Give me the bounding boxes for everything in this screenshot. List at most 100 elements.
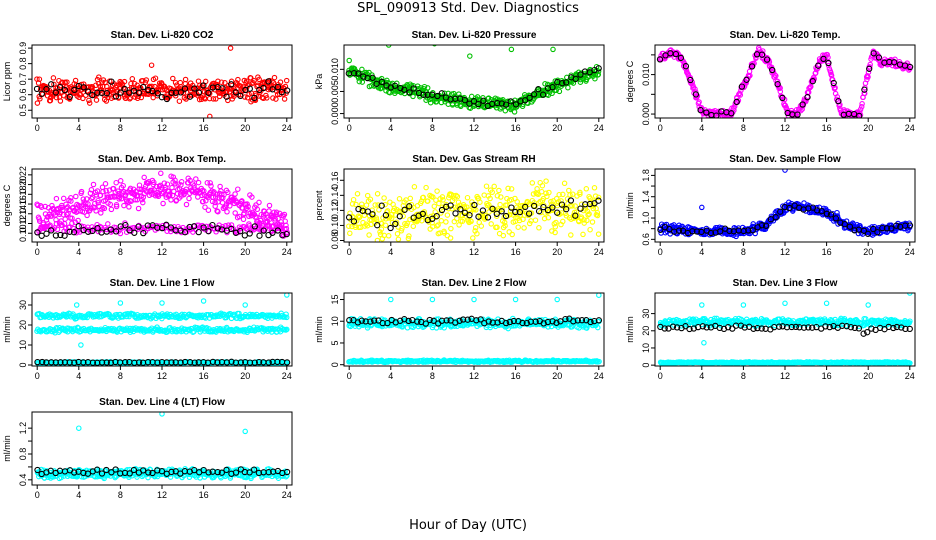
outlier-point — [508, 46, 515, 53]
hourly-mean-point — [748, 63, 756, 70]
data-point — [364, 192, 371, 199]
data-point — [534, 186, 540, 192]
data-point — [140, 194, 147, 201]
hourly-mean-point — [94, 89, 101, 96]
hourly-mean-point — [84, 88, 92, 95]
x-tick-label: 20 — [552, 371, 562, 381]
hourly-mean-point — [480, 97, 487, 104]
x-axis: 0 4 8 12 16 20 24 — [658, 242, 915, 257]
data-point — [68, 195, 74, 201]
hourly-mean-point — [103, 359, 110, 366]
hourly-mean-point — [577, 71, 584, 78]
data-point — [248, 75, 254, 81]
data-point — [400, 213, 406, 219]
data-point — [435, 222, 441, 228]
hourly-mean-point — [578, 317, 586, 324]
hourly-mean-point — [433, 213, 440, 220]
hourly-mean-point — [879, 224, 886, 232]
data-point — [464, 194, 471, 201]
data-point — [468, 218, 474, 225]
data-point — [176, 98, 183, 104]
x-tick-label: 0 — [347, 371, 352, 381]
data-point — [281, 211, 288, 218]
data-point — [526, 220, 533, 227]
data-point — [178, 182, 184, 188]
chart-title: Stan. Dev. Li-820 Pressure — [412, 30, 537, 41]
hourly-mean-point — [283, 230, 290, 238]
data-point — [419, 217, 425, 224]
data-point — [90, 181, 97, 188]
data-point — [560, 218, 566, 225]
data-point — [568, 232, 574, 238]
hourly-mean-point — [577, 205, 584, 212]
data-point — [138, 186, 144, 193]
data-point — [472, 224, 479, 231]
data-point — [508, 186, 515, 192]
data-point — [694, 93, 701, 99]
hourly-mean-point — [856, 112, 863, 118]
hourly-mean-point — [396, 213, 403, 220]
plot-area — [657, 293, 913, 366]
data-point — [577, 191, 583, 197]
plot-area — [345, 45, 602, 115]
data-point — [444, 212, 451, 218]
hourly-mean-point — [387, 224, 394, 232]
hourly-mean-point — [214, 359, 221, 366]
data-point — [118, 195, 125, 202]
y-tick-label: 0.12 — [18, 215, 28, 233]
hourly-mean-point — [679, 227, 687, 234]
hourly-mean-point — [260, 84, 267, 92]
hourly-mean-point — [656, 56, 664, 63]
y-tick-label: 0.010 — [330, 58, 340, 81]
data-point — [378, 226, 385, 232]
data-point — [584, 325, 590, 331]
hourly-mean-point — [832, 215, 840, 222]
y-tick-label: 0.10 — [18, 224, 28, 242]
data-point — [73, 193, 79, 200]
hourly-mean-point — [666, 226, 673, 233]
hourly-mean-point — [572, 212, 579, 219]
hourly-mean-point — [535, 86, 542, 93]
data-point — [396, 196, 403, 202]
hourly-mean-point — [860, 227, 868, 234]
data-point — [93, 208, 99, 214]
data-point — [366, 232, 372, 238]
data-point — [590, 201, 596, 208]
data-point — [86, 311, 92, 317]
hourly-mean-point — [677, 54, 685, 62]
chart-panel: Stan. Dev. Li-820 Temp.0 4 8 12 16 20 240.0000… — [625, 30, 916, 133]
data-point — [232, 210, 238, 216]
data-point — [498, 194, 504, 200]
y-tick-label: 15 — [330, 295, 340, 305]
data-point — [594, 212, 601, 219]
data-point — [245, 203, 251, 210]
data-point — [349, 223, 355, 230]
data-point — [275, 215, 281, 222]
data-point — [160, 200, 166, 207]
data-point — [107, 201, 114, 208]
data-point — [277, 79, 284, 85]
data-point — [172, 181, 178, 187]
data-point — [489, 189, 495, 195]
data-points — [656, 45, 914, 118]
data-point — [439, 204, 446, 210]
data-point — [529, 180, 536, 186]
hourly-mean-point — [438, 90, 445, 97]
y-tick-label: 1.4 — [641, 190, 651, 203]
x-axis: 0 4 8 12 16 20 24 — [35, 118, 292, 133]
hourly-mean-point — [145, 86, 152, 94]
data-point — [438, 210, 444, 216]
data-point — [166, 225, 173, 232]
hourly-mean-point — [519, 319, 526, 327]
hourly-mean-point — [256, 232, 263, 239]
hourly-mean-point — [804, 94, 811, 101]
y-tick-label: 10 — [18, 340, 28, 350]
chart-title: Stan. Dev. Amb. Box Temp. — [98, 154, 226, 165]
data-point — [96, 74, 102, 80]
